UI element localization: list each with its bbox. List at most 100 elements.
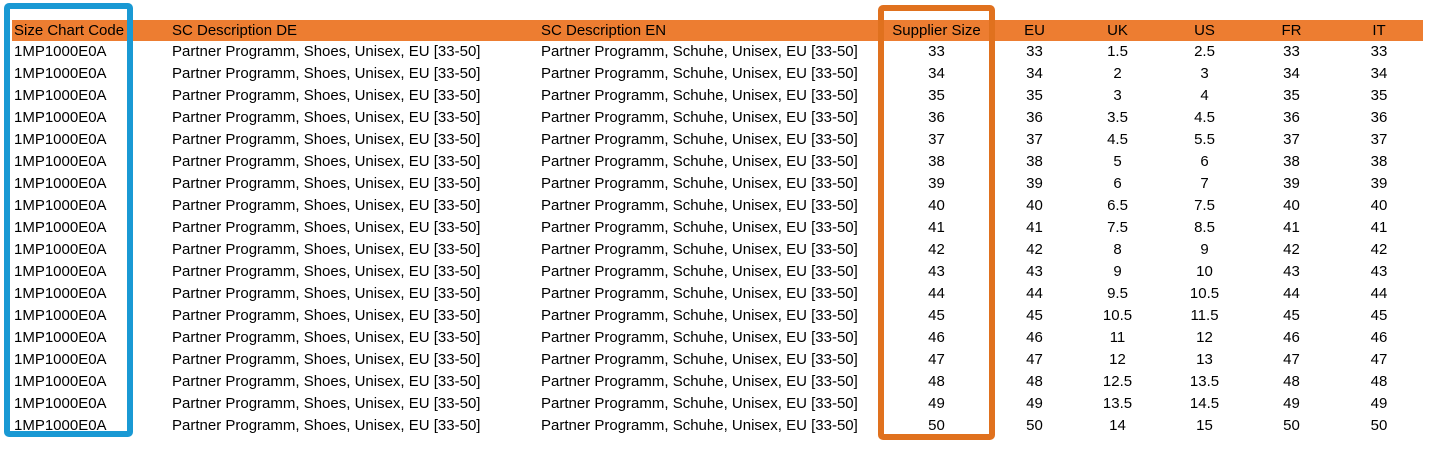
cell-fr[interactable]: 40: [1283, 197, 1300, 214]
cell-it[interactable]: 46: [1370, 329, 1388, 346]
cell-sc_description_de[interactable]: Partner Programm, Shoes, Unisex, EU [33-…: [172, 351, 481, 368]
cell-eu[interactable]: 42: [1026, 241, 1043, 258]
cell-us[interactable]: 4.5: [1194, 109, 1215, 126]
cell-uk[interactable]: 11: [1109, 329, 1126, 346]
column-header-sc_description_en[interactable]: SC Description EN: [541, 22, 667, 39]
cell-us[interactable]: 8.5: [1194, 219, 1215, 236]
column-header-fr[interactable]: FR: [1281, 22, 1302, 39]
cell-eu[interactable]: 41: [1026, 219, 1043, 236]
cell-uk[interactable]: 6.5: [1107, 197, 1128, 214]
cell-sc_description_en[interactable]: Partner Programm, Schuhe, Unisex, EU [33…: [541, 307, 858, 324]
cell-sc_description_de[interactable]: Partner Programm, Shoes, Unisex, EU [33-…: [172, 109, 481, 126]
cell-size_chart_code[interactable]: 1MP1000E0A: [14, 65, 107, 82]
cell-size_chart_code[interactable]: 1MP1000E0A: [14, 197, 107, 214]
cell-eu[interactable]: 37: [1026, 131, 1043, 148]
column-header-us[interactable]: US: [1194, 22, 1215, 39]
cell-fr[interactable]: 48: [1283, 373, 1300, 390]
cell-uk[interactable]: 2: [1113, 65, 1122, 82]
cell-fr[interactable]: 50: [1283, 417, 1300, 434]
cell-supplier_size[interactable]: 37: [928, 131, 945, 148]
cell-sc_description_en[interactable]: Partner Programm, Schuhe, Unisex, EU [33…: [541, 285, 858, 302]
cell-size_chart_code[interactable]: 1MP1000E0A: [14, 395, 107, 412]
column-header-uk[interactable]: UK: [1107, 22, 1128, 39]
cell-eu[interactable]: 34: [1026, 65, 1043, 82]
cell-us[interactable]: 2.5: [1194, 43, 1215, 60]
cell-it[interactable]: 33: [1370, 43, 1388, 60]
cell-size_chart_code[interactable]: 1MP1000E0A: [14, 285, 107, 302]
cell-us[interactable]: 3: [1200, 65, 1209, 82]
cell-sc_description_de[interactable]: Partner Programm, Shoes, Unisex, EU [33-…: [172, 373, 481, 390]
cell-sc_description_de[interactable]: Partner Programm, Shoes, Unisex, EU [33-…: [172, 197, 481, 214]
cell-uk[interactable]: 3: [1113, 87, 1122, 104]
cell-supplier_size[interactable]: 45: [928, 307, 945, 324]
cell-uk[interactable]: 8: [1113, 241, 1122, 258]
cell-it[interactable]: 48: [1370, 373, 1388, 390]
cell-supplier_size[interactable]: 48: [928, 373, 945, 390]
cell-it[interactable]: 41: [1370, 219, 1388, 236]
cell-sc_description_en[interactable]: Partner Programm, Schuhe, Unisex, EU [33…: [541, 131, 858, 148]
cell-supplier_size[interactable]: 50: [928, 417, 945, 434]
cell-eu[interactable]: 35: [1026, 87, 1043, 104]
cell-fr[interactable]: 43: [1283, 263, 1300, 280]
cell-uk[interactable]: 5: [1113, 153, 1122, 170]
cell-eu[interactable]: 33: [1026, 43, 1043, 60]
cell-size_chart_code[interactable]: 1MP1000E0A: [14, 131, 107, 148]
cell-uk[interactable]: 7.5: [1107, 219, 1128, 236]
cell-sc_description_de[interactable]: Partner Programm, Shoes, Unisex, EU [33-…: [172, 153, 481, 170]
cell-uk[interactable]: 9: [1113, 263, 1122, 280]
cell-us[interactable]: 13.5: [1189, 373, 1220, 390]
cell-it[interactable]: 37: [1370, 131, 1388, 148]
cell-it[interactable]: 44: [1370, 285, 1388, 302]
cell-sc_description_de[interactable]: Partner Programm, Shoes, Unisex, EU [33-…: [172, 175, 481, 192]
cell-supplier_size[interactable]: 43: [928, 263, 945, 280]
cell-us[interactable]: 7: [1200, 175, 1209, 192]
cell-us[interactable]: 6: [1200, 153, 1209, 170]
cell-fr[interactable]: 34: [1283, 65, 1300, 82]
cell-size_chart_code[interactable]: 1MP1000E0A: [14, 241, 107, 258]
column-header-size_chart_code[interactable]: Size Chart Code: [14, 22, 125, 39]
cell-size_chart_code[interactable]: 1MP1000E0A: [14, 351, 107, 368]
cell-us[interactable]: 13: [1196, 351, 1213, 368]
cell-size_chart_code[interactable]: 1MP1000E0A: [14, 43, 107, 60]
cell-sc_description_de[interactable]: Partner Programm, Shoes, Unisex, EU [33-…: [172, 65, 481, 82]
cell-eu[interactable]: 44: [1026, 285, 1043, 302]
cell-size_chart_code[interactable]: 1MP1000E0A: [14, 307, 107, 324]
cell-supplier_size[interactable]: 49: [928, 395, 945, 412]
cell-it[interactable]: 43: [1370, 263, 1388, 280]
cell-size_chart_code[interactable]: 1MP1000E0A: [14, 263, 107, 280]
cell-sc_description_en[interactable]: Partner Programm, Schuhe, Unisex, EU [33…: [541, 395, 858, 412]
cell-uk[interactable]: 13.5: [1102, 395, 1133, 412]
cell-supplier_size[interactable]: 40: [928, 197, 945, 214]
cell-supplier_size[interactable]: 33: [928, 43, 945, 60]
cell-sc_description_en[interactable]: Partner Programm, Schuhe, Unisex, EU [33…: [541, 109, 858, 126]
cell-size_chart_code[interactable]: 1MP1000E0A: [14, 153, 107, 170]
cell-uk[interactable]: 1.5: [1107, 43, 1128, 60]
cell-supplier_size[interactable]: 42: [928, 241, 945, 258]
cell-eu[interactable]: 38: [1026, 153, 1043, 170]
cell-it[interactable]: 45: [1370, 307, 1388, 324]
cell-sc_description_en[interactable]: Partner Programm, Schuhe, Unisex, EU [33…: [541, 175, 858, 192]
cell-fr[interactable]: 49: [1283, 395, 1300, 412]
cell-uk[interactable]: 9.5: [1107, 285, 1128, 302]
cell-us[interactable]: 11.5: [1190, 307, 1219, 324]
cell-size_chart_code[interactable]: 1MP1000E0A: [14, 175, 107, 192]
column-header-supplier_size[interactable]: Supplier Size: [892, 22, 981, 39]
cell-sc_description_de[interactable]: Partner Programm, Shoes, Unisex, EU [33-…: [172, 285, 481, 302]
cell-supplier_size[interactable]: 46: [928, 329, 945, 346]
cell-fr[interactable]: 38: [1283, 153, 1300, 170]
cell-supplier_size[interactable]: 36: [928, 109, 945, 126]
cell-fr[interactable]: 39: [1283, 175, 1300, 192]
cell-it[interactable]: 49: [1370, 395, 1388, 412]
cell-eu[interactable]: 36: [1026, 109, 1043, 126]
cell-sc_description_de[interactable]: Partner Programm, Shoes, Unisex, EU [33-…: [172, 417, 481, 434]
cell-sc_description_en[interactable]: Partner Programm, Schuhe, Unisex, EU [33…: [541, 351, 858, 368]
cell-us[interactable]: 12: [1196, 329, 1213, 346]
cell-it[interactable]: 38: [1370, 153, 1388, 170]
cell-eu[interactable]: 48: [1026, 373, 1043, 390]
cell-it[interactable]: 34: [1370, 65, 1388, 82]
cell-sc_description_en[interactable]: Partner Programm, Schuhe, Unisex, EU [33…: [541, 43, 858, 60]
cell-sc_description_en[interactable]: Partner Programm, Schuhe, Unisex, EU [33…: [541, 417, 858, 434]
cell-us[interactable]: 9: [1200, 241, 1209, 258]
cell-uk[interactable]: 4.5: [1107, 131, 1128, 148]
cell-fr[interactable]: 42: [1283, 241, 1300, 258]
